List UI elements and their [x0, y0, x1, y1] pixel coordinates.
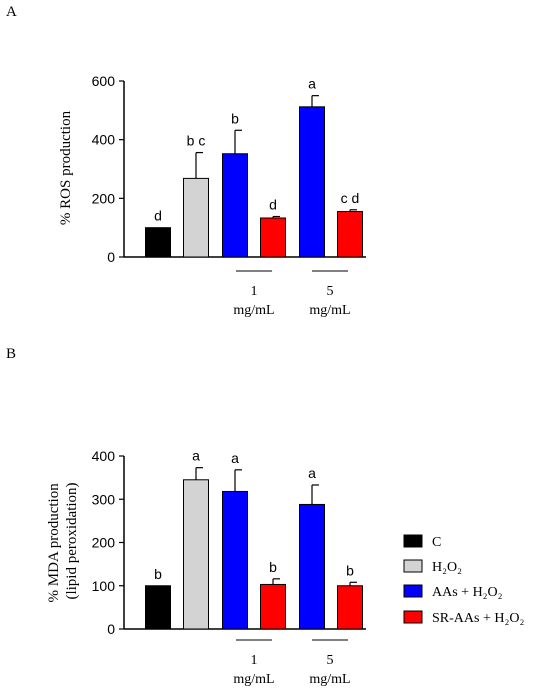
- panel-label-a: A: [6, 4, 17, 20]
- legend-label-aas: AAs + H₂O₂: [432, 585, 503, 600]
- chart-a-marks: 0 200 400 600 d b c b d a c d: [92, 73, 366, 265]
- bar: [260, 217, 286, 258]
- bar: [299, 503, 325, 630]
- legend-label-c: C: [432, 535, 441, 550]
- significance-label: a: [308, 76, 316, 92]
- group-unit-1mg-b: mg/mL: [233, 672, 274, 687]
- significance-label: b c: [187, 133, 206, 149]
- y-tick-label: 600: [92, 73, 116, 89]
- ylabel-a: % ROS production: [58, 110, 74, 225]
- bar: [145, 227, 171, 258]
- ylabel-b-line1: % MDA production: [46, 483, 62, 603]
- significance-label: d: [269, 197, 277, 213]
- significance-label: b: [346, 562, 354, 578]
- bar: [222, 490, 248, 630]
- significance-label: a: [231, 450, 239, 466]
- legend-swatch-c: [403, 534, 423, 548]
- chart-b: % MDA production (lipid peroxidation) 0 1…: [46, 448, 366, 687]
- bar: [183, 479, 209, 630]
- bar: [145, 585, 171, 630]
- legend-label-h2o2: H₂O₂: [432, 560, 462, 575]
- y-tick-label: 0: [107, 249, 115, 265]
- significance-label: a: [308, 465, 316, 481]
- group-unit-5mg-b: mg/mL: [309, 672, 350, 687]
- ylabel-b: % MDA production (lipid peroxidation): [46, 480, 80, 603]
- bar: [222, 153, 248, 258]
- bar: [337, 211, 363, 258]
- y-tick-label: 100: [92, 578, 116, 594]
- legend-label-sr-aas: SR-AAs + H₂O₂: [432, 611, 524, 626]
- significance-label: b: [231, 110, 239, 126]
- group-value-5mg-b: 5: [327, 653, 334, 668]
- y-tick-label: 200: [92, 190, 116, 206]
- group-value-1mg-b: 1: [251, 653, 258, 668]
- y-tick-label: 300: [92, 491, 116, 507]
- ylabel-b-line2: (lipid peroxidation): [64, 482, 80, 599]
- significance-label: b: [269, 559, 277, 575]
- legend-swatch-h2o2: [403, 559, 423, 573]
- group-unit-1mg-a: mg/mL: [233, 303, 274, 318]
- chart-b-marks: 0 100 200 300 400 b a a b a b: [92, 448, 366, 637]
- y-tick-label: 0: [107, 621, 115, 637]
- group-unit-5mg-a: mg/mL: [309, 303, 350, 318]
- group-value-5mg-a: 5: [327, 284, 334, 299]
- y-tick-label: 400: [92, 448, 116, 464]
- bar: [299, 106, 325, 258]
- y-tick-label: 400: [92, 132, 116, 148]
- legend: C H₂O₂ AAs + H₂O₂ SR-AAs + H₂O₂: [403, 534, 524, 626]
- bar: [337, 585, 363, 630]
- significance-label: d: [154, 208, 162, 224]
- significance-label: b: [154, 566, 162, 582]
- bar: [183, 177, 209, 258]
- y-tick-label: 200: [92, 535, 116, 551]
- bar: [260, 583, 286, 630]
- panel-label-b: B: [6, 346, 17, 362]
- legend-swatch-aas: [403, 584, 423, 598]
- significance-label: c d: [341, 190, 360, 206]
- significance-label: a: [192, 448, 200, 464]
- group-value-1mg-a: 1: [251, 284, 258, 299]
- legend-swatch-sr-aas: [403, 610, 423, 624]
